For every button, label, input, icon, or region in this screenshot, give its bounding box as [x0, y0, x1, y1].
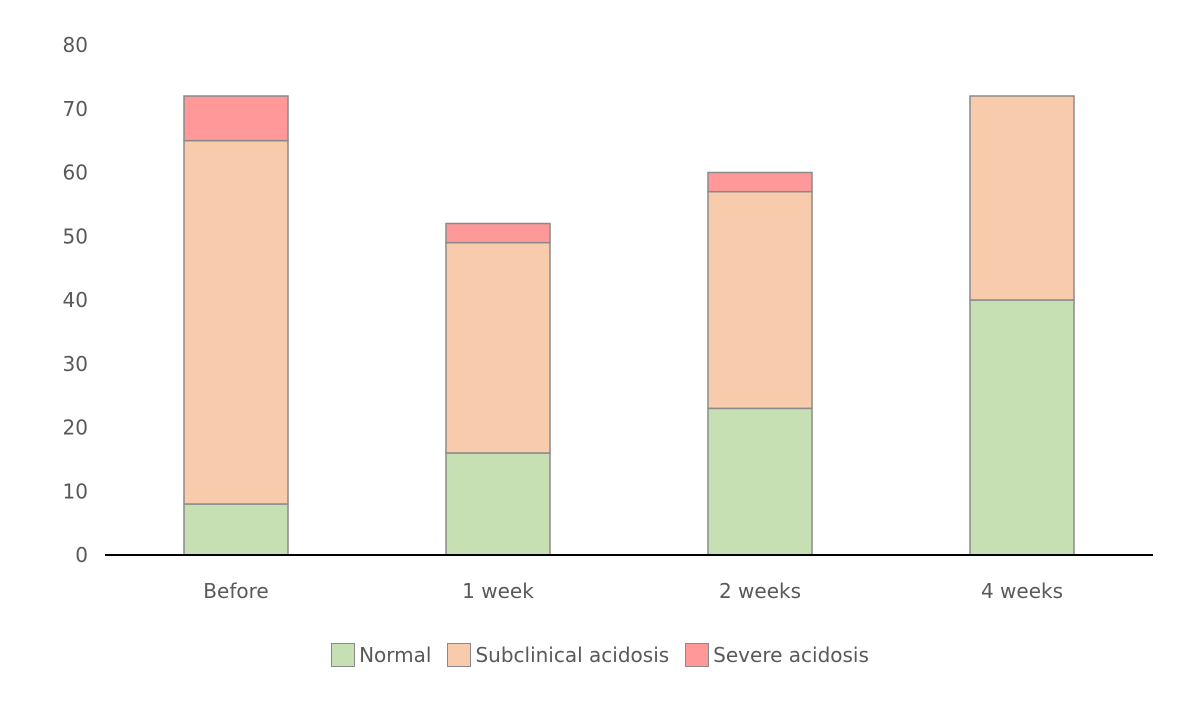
bar-subclinical-acidosis-2-weeks: [707, 190, 813, 410]
y-tick-label: 80: [63, 33, 88, 57]
bar-severe-acidosis-before: [183, 95, 289, 142]
x-tick-label-1-week: 1 week: [462, 579, 534, 603]
bar-severe-acidosis-1-week: [445, 222, 551, 244]
bars: [183, 95, 1075, 556]
bar-subclinical-acidosis-1-week: [445, 241, 551, 454]
legend-swatch-severe-acidosis: [685, 643, 710, 667]
x-tick-label-4-weeks: 4 weeks: [981, 579, 1063, 603]
y-tick-label: 0: [75, 543, 88, 567]
y-tick-label: 30: [63, 352, 88, 376]
y-axis-ticks: 0 10 20 30 40 50 60 70 80: [63, 33, 88, 567]
y-tick-label: 70: [63, 97, 88, 121]
bar-normal-before: [183, 503, 289, 556]
legend-swatch-normal: [331, 643, 356, 667]
chart-plot: 0 10 20 30 40 50 60 70 80 Before 1 week 2 weeks 4 w…: [63, 33, 1153, 603]
legend-item-normal: Normal: [331, 643, 431, 667]
bar-severe-acidosis-2-weeks: [707, 171, 813, 193]
legend-item-subclinical-acidosis: Subclinical acidosis: [447, 643, 669, 667]
legend: Normal Subclinical acidosis Severe acido…: [0, 643, 1200, 667]
legend-label-normal: Normal: [359, 643, 432, 667]
bar-subclinical-acidosis-before: [183, 139, 289, 505]
legend-item-severe-acidosis: Severe acidosis: [685, 643, 869, 667]
y-tick-label: 60: [63, 161, 88, 185]
y-tick-label: 50: [63, 224, 88, 248]
y-tick-label: 40: [63, 288, 88, 312]
y-tick-label: 20: [63, 416, 88, 440]
bar-normal-1-week: [445, 452, 551, 556]
legend-label-subclinical-acidosis: Subclinical acidosis: [475, 643, 670, 667]
legend-label-severe-acidosis: Severe acidosis: [713, 643, 869, 667]
bar-normal-2-weeks: [707, 407, 813, 556]
bar-normal-4-weeks: [969, 299, 1075, 556]
bar-subclinical-acidosis-4-weeks: [969, 95, 1075, 301]
x-axis-ticks: Before 1 week 2 weeks 4 weeks: [203, 579, 1063, 603]
x-tick-label-2-weeks: 2 weeks: [719, 579, 801, 603]
legend-swatch-subclinical-acidosis: [447, 643, 472, 667]
y-tick-label: 10: [63, 479, 88, 503]
x-tick-label-before: Before: [203, 579, 268, 603]
